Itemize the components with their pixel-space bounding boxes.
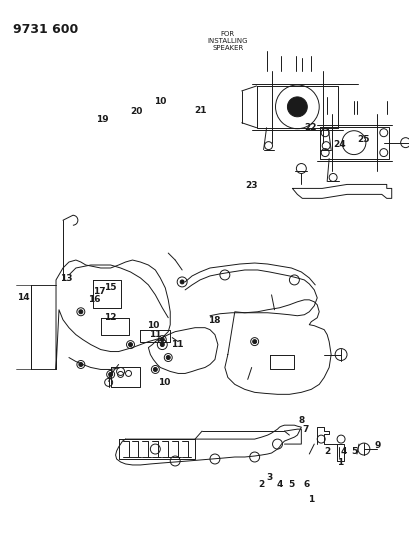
Text: 13: 13 <box>60 273 73 282</box>
Text: 2: 2 <box>257 480 264 489</box>
Text: 24: 24 <box>332 140 345 149</box>
Text: 18: 18 <box>208 316 220 325</box>
Text: 5: 5 <box>288 480 294 489</box>
Text: 23: 23 <box>245 181 257 190</box>
Text: 21: 21 <box>194 106 207 115</box>
Text: 9731 600: 9731 600 <box>13 23 79 36</box>
Text: 16: 16 <box>88 295 100 304</box>
Text: 1: 1 <box>307 495 313 504</box>
Text: 3: 3 <box>266 473 272 482</box>
Circle shape <box>160 343 164 346</box>
Text: 11: 11 <box>149 330 161 339</box>
Text: 5: 5 <box>351 447 357 456</box>
Circle shape <box>180 280 184 284</box>
Text: 1: 1 <box>336 458 342 467</box>
Circle shape <box>153 367 157 372</box>
Text: 6: 6 <box>303 480 309 489</box>
Circle shape <box>79 362 83 367</box>
Text: 9: 9 <box>373 441 380 450</box>
Text: 22: 22 <box>303 123 315 132</box>
Circle shape <box>79 310 83 314</box>
Circle shape <box>108 373 112 376</box>
Text: 25: 25 <box>356 135 369 144</box>
Circle shape <box>160 337 164 342</box>
Circle shape <box>287 97 307 117</box>
Text: FOR
INSTALLING
SPEAKER: FOR INSTALLING SPEAKER <box>207 31 247 51</box>
Text: 7: 7 <box>302 425 308 434</box>
Text: 14: 14 <box>18 293 30 302</box>
Circle shape <box>166 356 170 360</box>
Text: 19: 19 <box>96 115 108 124</box>
Text: 11: 11 <box>171 341 183 350</box>
Text: 17: 17 <box>92 287 105 296</box>
Circle shape <box>128 343 132 346</box>
Text: 8: 8 <box>298 416 304 425</box>
Text: 4: 4 <box>276 480 282 489</box>
Text: 12: 12 <box>104 313 117 322</box>
Text: 4: 4 <box>340 447 346 456</box>
Text: 2: 2 <box>323 447 330 456</box>
Text: 10: 10 <box>146 321 159 330</box>
Text: 15: 15 <box>104 283 117 292</box>
Text: 10: 10 <box>154 96 166 106</box>
Circle shape <box>252 340 256 344</box>
Text: 10: 10 <box>158 377 170 386</box>
Text: 20: 20 <box>130 107 142 116</box>
